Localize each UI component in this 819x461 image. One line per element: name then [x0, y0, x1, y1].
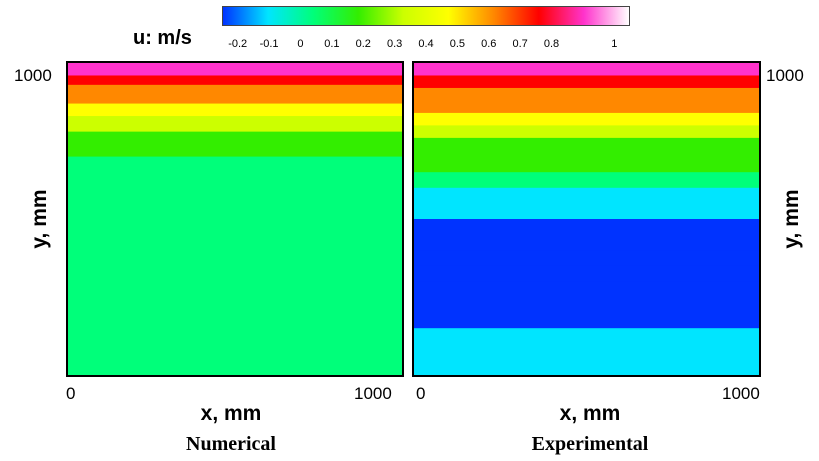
- colorbar-tick-label: 1: [611, 38, 618, 50]
- experimental-y-axis-label: y, mm: [780, 189, 803, 249]
- heatmap-cell: [68, 359, 402, 375]
- experimental-heatmap-plot: [412, 61, 761, 377]
- heatmap-cell: [414, 328, 759, 345]
- heatmap-cell: [68, 312, 402, 345]
- heatmap-cell: [414, 63, 759, 77]
- heatmap-cell: [68, 281, 402, 314]
- heatmap-cell: [414, 359, 759, 375]
- heatmap-cell: [68, 187, 402, 220]
- heatmap-cell: [414, 156, 759, 173]
- heatmap-cell: [414, 219, 759, 236]
- heatmap-cell: [414, 281, 759, 298]
- colorbar-tick-label: -0.1: [259, 38, 279, 50]
- heatmap-cell: [414, 312, 759, 329]
- experimental-panel-title: Experimental: [531, 433, 649, 455]
- colorbar-tick-label: 0: [297, 38, 304, 50]
- numerical-x-axis-label: x, mm: [200, 402, 262, 425]
- numerical-heatmap-svg: [68, 63, 402, 375]
- numerical-heatmap-plot: [66, 61, 404, 377]
- heatmap-cell: [414, 343, 759, 360]
- colorbar-tick-label: 0.3: [386, 38, 403, 50]
- heatmap-cell: [414, 250, 759, 267]
- numerical-y-axis-label: y, mm: [28, 189, 51, 249]
- heatmap-cell: [414, 203, 759, 220]
- experimental-x-tick-1000: 1000: [722, 384, 760, 403]
- heatmap-cell: [414, 137, 759, 158]
- experimental-x-axis-label: x, mm: [559, 402, 621, 425]
- numerical-y-tick-1000: 1000: [14, 66, 52, 85]
- heatmap-cell: [414, 234, 759, 251]
- colorbar-tick-label: 0.1: [324, 38, 340, 50]
- colorbar-tick-label: 0.4: [418, 38, 434, 50]
- heatmap-cell: [68, 219, 402, 251]
- heatmap-cell: [414, 125, 759, 139]
- numerical-x-tick-0: 0: [66, 384, 76, 403]
- heatmap-cell: [68, 343, 402, 360]
- colorbar-tick-label: 0.7: [512, 38, 528, 50]
- heatmap-cell: [414, 100, 759, 114]
- colorbar-tick-label: 0.2: [355, 38, 371, 50]
- colorbar-tick-label: -0.2: [228, 38, 248, 50]
- heatmap-cell: [68, 75, 402, 86]
- heatmap-cell: [414, 187, 759, 204]
- heatmap-cell: [68, 94, 402, 105]
- heatmap-cell: [414, 87, 759, 102]
- experimental-heatmap-svg: [414, 63, 759, 375]
- experimental-x-tick-0: 0: [416, 384, 426, 403]
- colorbar: [222, 6, 630, 26]
- numerical-x-tick-1000: 1000: [354, 384, 392, 403]
- heatmap-cell: [68, 116, 402, 133]
- heatmap-cell: [414, 75, 759, 89]
- heatmap-cell: [68, 131, 402, 158]
- numerical-panel-title: Numerical: [186, 433, 276, 455]
- heatmap-cell: [68, 63, 402, 77]
- heatmap-cell: [68, 156, 402, 189]
- colorbar-tick-label: 0.8: [543, 38, 560, 50]
- heatmap-cell: [68, 103, 402, 117]
- heatmap-cell: [68, 84, 402, 95]
- experimental-y-tick-1000: 1000: [766, 66, 804, 85]
- heatmap-cell: [414, 297, 759, 314]
- colorbar-tick-label: 0.6: [481, 38, 497, 50]
- heatmap-cell: [414, 172, 759, 189]
- colorbar-tick-label: 0.5: [449, 38, 466, 50]
- colorbar-title: u: m/s: [133, 27, 192, 49]
- heatmap-cell: [68, 250, 402, 282]
- heatmap-cell: [414, 265, 759, 282]
- heatmap-cell: [414, 112, 759, 126]
